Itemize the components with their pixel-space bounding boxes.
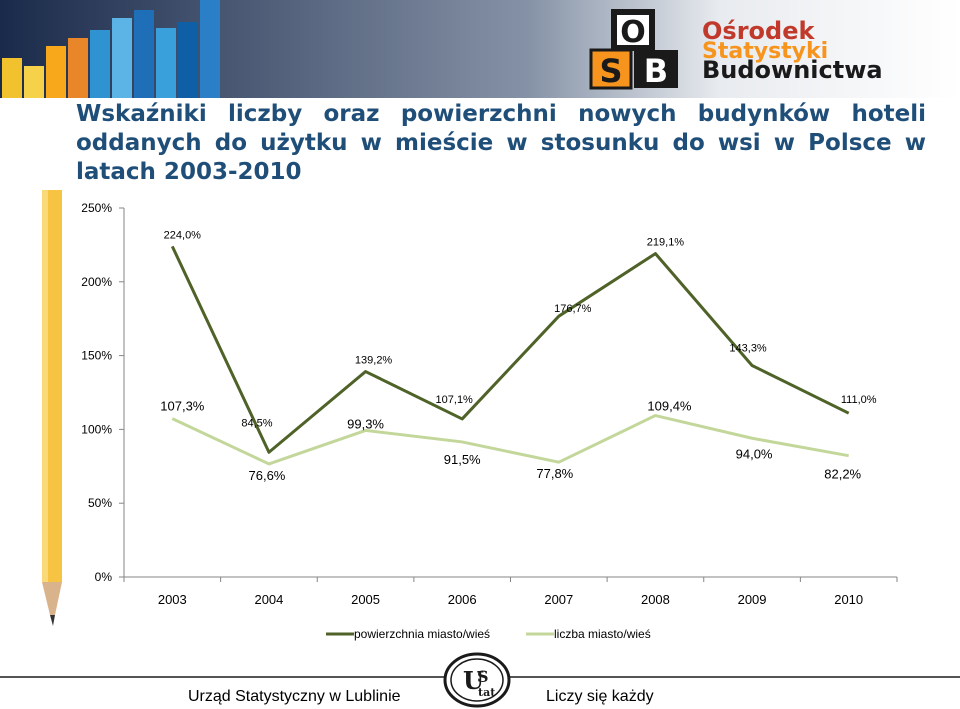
x-tick-label: 2008	[641, 592, 670, 607]
y-axis-ticks: 0% 50% 100% 150% 200% 250%	[81, 201, 124, 584]
pencil-shape	[156, 28, 176, 98]
pencil-shape	[24, 66, 44, 98]
data-labels: 224,0% 84,5% 139,2% 107,1% 176,7% 219,1% 143,3…	[160, 229, 876, 483]
pencil-shape	[112, 18, 132, 98]
pencil-shape	[68, 38, 88, 98]
ustat-letter-u: U	[463, 666, 484, 695]
series-lines	[170, 245, 850, 466]
ustat-logo: U S tat	[443, 652, 511, 708]
ustat-letters-tat: tat	[478, 686, 496, 699]
data-label: 99,3%	[347, 416, 384, 431]
x-tick-label: 2007	[544, 592, 573, 607]
header-banner: O S B Ośrodek Statystyki Budownictwa	[0, 0, 960, 98]
legend-label: liczba miasto/wieś	[554, 627, 651, 641]
y-tick-label: 250%	[81, 201, 112, 215]
line-chart: 0%50%100%150%200%250% 2003 2004 2005 2006 20…	[42, 190, 898, 641]
data-label: 77,8%	[536, 466, 573, 481]
logo-text-statystyki: Statystyki	[702, 39, 828, 64]
ustat-letter-s: S	[477, 667, 489, 686]
data-label: 176,7%	[554, 303, 592, 315]
y-tick-label: 0%	[95, 570, 113, 584]
pencil-shape	[90, 30, 110, 98]
logo-letter-b: B	[644, 52, 668, 90]
data-label: 219,1%	[647, 237, 685, 249]
x-tick-label: 2006	[448, 592, 477, 607]
data-label: 94,0%	[736, 446, 773, 461]
page-title: Wskaźniki liczby oraz powierzchni nowych…	[76, 101, 926, 185]
pencil-shape	[178, 22, 198, 98]
y-tick-label: 100%	[81, 422, 112, 436]
data-label: 143,3%	[729, 342, 767, 354]
x-tick-label: 2004	[254, 592, 283, 607]
x-tick-label: 2005	[351, 592, 380, 607]
footer-slogan: Liczy się każdy	[546, 688, 654, 705]
x-tick-label: 2010	[834, 592, 863, 607]
pencils-illustration	[2, 0, 220, 98]
data-label: 111,0%	[841, 394, 877, 406]
y-tick-label: 150%	[81, 349, 112, 363]
pencil-decoration	[42, 190, 62, 626]
pencil-shape	[2, 58, 22, 98]
x-axis-ticks: 2003 2004 2005 2006 2007 2008 2009 2010	[123, 577, 898, 607]
data-label: 139,2%	[355, 355, 393, 367]
logo-letter-s: S	[599, 52, 622, 90]
pencil-shape	[46, 46, 66, 98]
legend-label: powierzchnia miasto/wieś	[354, 627, 490, 641]
x-tick-label: 2009	[738, 592, 767, 607]
data-label: 82,2%	[824, 467, 861, 482]
y-tick-label: 50%	[88, 496, 112, 510]
data-label: 107,1%	[436, 394, 474, 406]
data-label: 109,4%	[647, 399, 692, 414]
pencil-shape	[200, 0, 220, 98]
footer-office-name: Urząd Statystyczny w Lublinie	[188, 688, 401, 705]
logo-text-osrodek: Ośrodek	[702, 17, 815, 45]
logo-text-budownictwa: Budownictwa	[702, 56, 883, 84]
pencil-shape	[134, 10, 154, 98]
osb-logo: O S B Ośrodek Statystyki Budownictwa	[589, 9, 883, 90]
data-label: 91,5%	[444, 452, 481, 467]
series-line-1	[170, 245, 850, 454]
data-label: 84,5%	[241, 417, 272, 429]
y-tick-label: 200%	[81, 275, 112, 289]
series-line-2	[171, 414, 849, 466]
x-tick-label: 2003	[158, 592, 187, 607]
data-label: 224,0%	[164, 229, 202, 241]
data-label: 107,3%	[160, 399, 205, 414]
logo-letter-o: O	[620, 15, 646, 50]
legend: powierzchnia miasto/wieś liczba miasto/wi…	[326, 627, 651, 641]
data-label: 76,6%	[249, 468, 286, 483]
